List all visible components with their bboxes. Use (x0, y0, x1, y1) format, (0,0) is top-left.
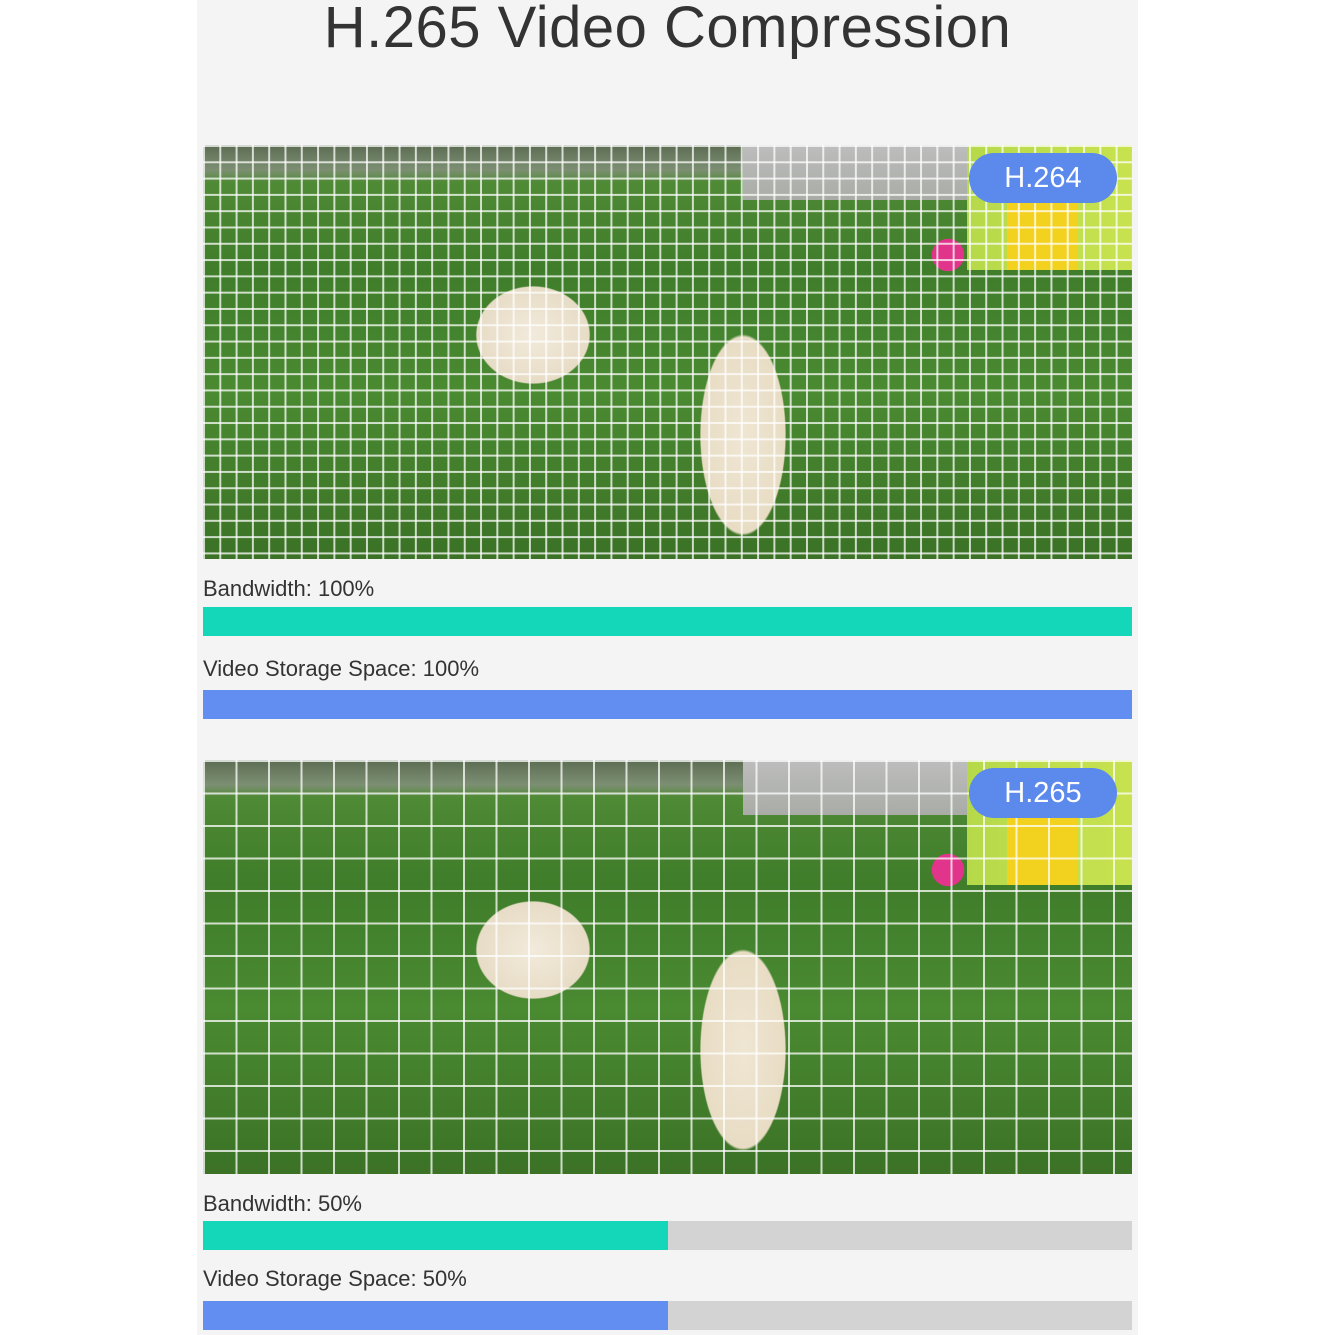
bandwidth-bar (203, 1221, 1132, 1250)
h264-dog-photo: H.264 (203, 145, 1132, 559)
storage-bar (203, 690, 1132, 719)
codec-badge: H.265 (969, 768, 1117, 818)
bandwidth-bar-fill (203, 1221, 668, 1250)
storage-bar-fill (203, 1301, 668, 1330)
fine-macroblock-grid (203, 145, 1132, 559)
h265-dog-photo: H.265 (203, 760, 1132, 1174)
codec-badge: H.264 (969, 153, 1117, 203)
storage-label: Video Storage Space: 50% (203, 1266, 467, 1291)
storage-label: Video Storage Space: 100% (203, 656, 480, 681)
bandwidth-label: Bandwidth: 50% (203, 1191, 362, 1216)
storage-bar-fill (203, 690, 1132, 719)
bandwidth-bar (203, 607, 1132, 636)
bandwidth-label: Bandwidth: 100% (203, 576, 375, 601)
storage-bar (203, 1301, 1132, 1330)
coarse-macroblock-grid (203, 760, 1132, 1174)
page-title: H.265 Video Compression (323, 0, 1012, 60)
bandwidth-bar-fill (203, 607, 1132, 636)
